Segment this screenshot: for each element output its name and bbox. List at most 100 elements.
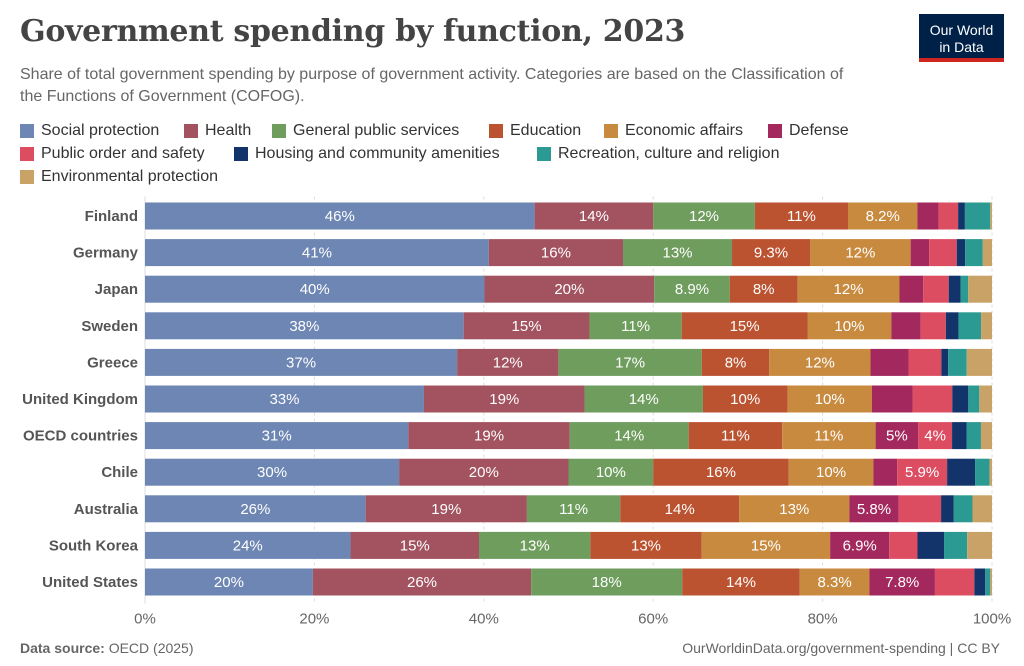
x-tick-label: 100%: [973, 611, 1011, 628]
legend-item-education[interactable]: Education: [489, 122, 581, 140]
data-label: 12%: [805, 354, 835, 371]
data-label: 7.8%: [885, 574, 919, 591]
data-label: 10%: [730, 391, 760, 408]
legend-swatch: [489, 124, 503, 138]
bar-segment: [980, 422, 992, 450]
bar-segment: [917, 531, 945, 559]
data-label: 8.9%: [675, 281, 709, 298]
bar-segment: [990, 568, 992, 596]
legend-swatch: [20, 170, 34, 184]
legend-item-public-order-and-safety[interactable]: Public order and safety: [20, 145, 205, 163]
legend-item-general-public-services[interactable]: General public services: [272, 122, 459, 140]
data-label: 26%: [407, 574, 437, 591]
bar-segment: [702, 385, 788, 413]
legend-swatch: [234, 147, 248, 161]
data-label: 15%: [751, 537, 781, 554]
bar-segment: [889, 531, 918, 559]
bar-segment: [917, 202, 939, 230]
bar-segment: [590, 531, 702, 559]
footer-url[interactable]: OurWorldinData.org/government-spending |…: [682, 640, 1000, 656]
bar-segment: [423, 385, 585, 413]
bar-segment: [990, 202, 992, 230]
legend-label: Social protection: [41, 122, 160, 139]
category-label: Germany: [73, 245, 139, 262]
data-label: 9.3%: [754, 245, 788, 262]
bar-segment: [145, 202, 535, 230]
legend-label: Health: [205, 122, 252, 139]
bar-segment: [964, 202, 991, 230]
data-label: 10%: [596, 464, 626, 481]
data-label: 20%: [554, 281, 584, 298]
data-label: 5.9%: [905, 464, 939, 481]
bar-segment: [568, 458, 654, 486]
bar-segment: [945, 312, 959, 340]
bar-segment: [399, 458, 569, 486]
data-label: 11%: [787, 208, 816, 225]
x-tick-label: 0%: [134, 611, 156, 628]
data-label: 20%: [469, 464, 499, 481]
data-label: 14%: [726, 574, 756, 591]
bar-segment: [145, 275, 485, 303]
x-tick-label: 40%: [469, 611, 499, 628]
bar-segment: [145, 348, 458, 376]
legend-label: Education: [510, 122, 582, 139]
legend-item-economic-affairs[interactable]: Economic affairs: [604, 122, 743, 140]
bar-segment: [488, 239, 624, 267]
legend-item-recreation-culture-and-religion[interactable]: Recreation, culture and religion: [537, 145, 779, 163]
bar-segment: [589, 312, 682, 340]
bar-segment: [982, 239, 992, 267]
bar-segment: [968, 385, 980, 413]
legend-item-social-protection[interactable]: Social protection: [20, 122, 159, 140]
bar-segment: [960, 275, 969, 303]
legend-item-defense[interactable]: Defense: [768, 122, 849, 140]
category-label: United Kingdom: [22, 391, 138, 408]
bar-segment: [871, 385, 913, 413]
data-label: 13%: [663, 245, 693, 262]
bar-segment: [682, 568, 800, 596]
data-label: 18%: [592, 574, 622, 591]
bar-segment: [910, 239, 930, 267]
data-label: 19%: [489, 391, 519, 408]
data-label: 15%: [730, 318, 760, 335]
bar-segment: [688, 422, 783, 450]
legend-item-housing-and-community-amenities[interactable]: Housing and community amenities: [234, 145, 500, 163]
bar-segment: [989, 458, 992, 486]
bar-segment: [920, 312, 946, 340]
bar-segment: [799, 568, 870, 596]
category-label: South Korea: [49, 537, 139, 554]
bar-segment: [918, 422, 953, 450]
bar-segment: [985, 568, 991, 596]
data-label: 12%: [845, 245, 875, 262]
data-label: 19%: [474, 428, 504, 445]
legend-item-health[interactable]: Health: [184, 122, 251, 140]
data-label: 13%: [779, 501, 809, 518]
bar-segment: [966, 422, 981, 450]
logo-line-1: Our World: [929, 22, 994, 38]
bar-segment: [972, 495, 992, 523]
category-label: Chile: [101, 464, 138, 481]
category-label: OECD countries: [23, 428, 138, 445]
x-tick-label: 60%: [638, 611, 668, 628]
data-source-link[interactable]: OECD (2025): [108, 640, 194, 656]
bar-segment: [966, 348, 992, 376]
bar-segment: [958, 312, 982, 340]
bar-segment: [923, 275, 949, 303]
data-label: 13%: [520, 537, 550, 554]
bar-segment: [145, 312, 464, 340]
bar-segment: [948, 275, 961, 303]
bar-segment: [849, 495, 899, 523]
data-label: 14%: [629, 391, 659, 408]
data-label: 11%: [559, 501, 588, 518]
data-label: 8%: [725, 354, 747, 371]
bar-segment: [408, 422, 570, 450]
bar-segment: [145, 422, 409, 450]
bar-segment: [958, 202, 965, 230]
data-label: 26%: [240, 501, 270, 518]
bar-segment: [739, 495, 850, 523]
legend-label: Economic affairs: [625, 122, 743, 139]
bar-segment: [941, 348, 949, 376]
bar-segment: [869, 568, 935, 596]
owid-logo[interactable]: Our World in Data: [919, 14, 1004, 62]
bar-segment: [145, 385, 424, 413]
legend-item-environmental-protection[interactable]: Environmental protection: [20, 168, 218, 186]
